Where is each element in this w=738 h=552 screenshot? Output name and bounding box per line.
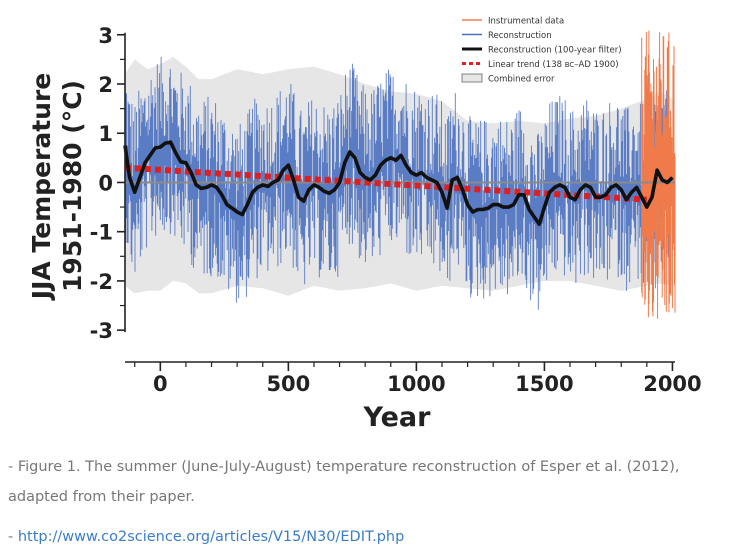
- x-tick-label: 0: [153, 372, 168, 396]
- source-link[interactable]: http://www.co2science.org/articles/V15/N…: [17, 529, 405, 545]
- chart-axes: [117, 32, 675, 371]
- filter-100yr-series: [123, 140, 674, 227]
- x-tick-label: 1000: [387, 372, 445, 396]
- source-prefix: -: [8, 529, 18, 545]
- legend-label-trend-part2: –AD 1900): [574, 60, 618, 70]
- linear-trend-line: [124, 164, 648, 203]
- legend-label-filter: Reconstruction (100-year filter): [488, 46, 622, 56]
- legend-label-trend: Linear trend (138 BC–AD 1900): [488, 60, 619, 70]
- x-axis-title: Year: [363, 402, 432, 433]
- legend: Instrumental data Reconstruction Reconstru…: [461, 17, 622, 85]
- y-axis-title-line2: 1951-1980 (°C): [58, 80, 87, 292]
- figure-caption: - Figure 1. The summer (June-July-August…: [8, 459, 680, 505]
- legend-label-trend-bc: BC: [565, 61, 575, 69]
- y-tick-label: -3: [90, 319, 113, 343]
- y-tick-label: -2: [90, 270, 113, 294]
- legend-swatch-error: [461, 73, 483, 83]
- x-tick-label: 1500: [515, 372, 573, 396]
- legend-label-trend-part1: Linear trend (138: [488, 60, 565, 70]
- linear-trend-series: [124, 164, 648, 203]
- y-tick-label: 0: [98, 171, 113, 195]
- temperature-chart: 3 2 1 0 -1 -2 -3 0 500 1000 1500 2000 Instrumental …: [27, 17, 702, 434]
- legend-label-error: Combined error: [488, 75, 555, 85]
- legend-label-instrumental: Instrumental data: [488, 17, 564, 27]
- source-line: - http://www.co2science.org/articles/V15…: [8, 522, 404, 552]
- x-tick-label: 500: [266, 372, 310, 396]
- filter-100yr-line: [123, 140, 674, 227]
- x-tick-label: 2000: [643, 372, 701, 396]
- tick-labels: 3 2 1 0 -1 -2 -3 0 500 1000 1500 2000: [90, 24, 702, 396]
- y-axis-title-line1: JJA Temperature: [27, 73, 56, 301]
- y-tick-label: 1: [98, 122, 113, 146]
- legend-label-reconstruction: Reconstruction: [488, 31, 552, 41]
- y-tick-label: 3: [98, 24, 113, 48]
- y-tick-label: -1: [90, 221, 113, 245]
- y-tick-label: 2: [98, 73, 113, 97]
